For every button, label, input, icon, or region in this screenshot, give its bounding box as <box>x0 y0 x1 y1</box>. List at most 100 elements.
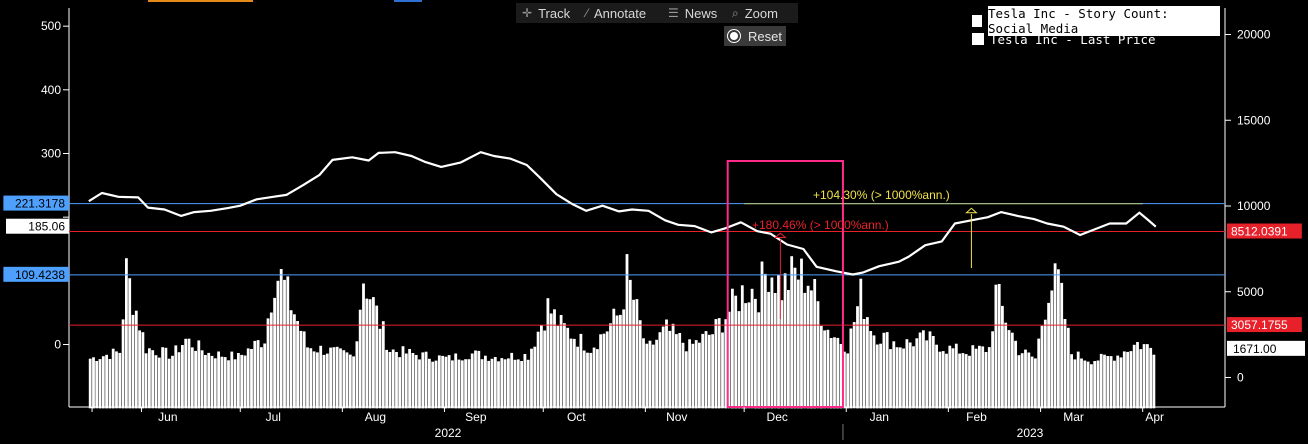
story-count-bar <box>879 343 882 409</box>
story-count-bar <box>856 306 859 409</box>
x-year-label: 2023 <box>1017 426 1044 440</box>
story-count-bar <box>803 292 807 409</box>
story-count-bar <box>1014 340 1017 409</box>
story-count-bar <box>1076 351 1080 409</box>
story-count-bar <box>862 319 866 409</box>
story-count-bar <box>978 345 981 409</box>
track-button[interactable]: ✛ Track <box>516 3 588 23</box>
story-count-bar <box>787 290 790 409</box>
story-count-bar <box>451 360 454 409</box>
story-count-bar <box>470 353 474 409</box>
story-count-bar <box>991 331 994 409</box>
story-count-bar <box>243 355 247 409</box>
story-count-bar <box>1152 354 1156 409</box>
story-count-bar <box>810 290 813 409</box>
zoom-button[interactable]: ⌕ Zoom <box>726 3 798 23</box>
legend-item-story-count[interactable]: Tesla Inc - Story Count: Social Media <box>968 6 1220 36</box>
story-count-bar <box>668 330 672 409</box>
story-count-bar <box>1047 302 1050 409</box>
story-count-bar <box>912 346 915 409</box>
story-count-bar <box>220 356 224 409</box>
track-label: Track <box>538 5 571 21</box>
story-count-bar <box>447 355 451 409</box>
story-count-bar <box>464 359 467 409</box>
story-count-bar <box>533 346 537 409</box>
story-count-bar <box>306 347 309 409</box>
left-tick-label: 0 <box>54 338 61 352</box>
story-count-bar <box>961 353 965 409</box>
story-count-bar <box>572 338 576 409</box>
left-tick-label: 400 <box>41 83 61 97</box>
story-count-bar <box>503 359 507 409</box>
story-count-bar <box>658 332 662 409</box>
reference-label-bg <box>3 266 69 282</box>
story-count-bar <box>1037 338 1041 409</box>
x-month-label: Aug <box>365 410 386 424</box>
story-count-bar <box>1043 319 1047 409</box>
legend-item-last-price[interactable]: Tesla Inc - Last Price <box>968 30 1220 48</box>
story-count-bar <box>299 330 303 409</box>
story-count-bar <box>95 361 99 409</box>
story-count-bar <box>335 346 339 409</box>
story-count-bar <box>358 309 362 409</box>
right-tick-label: 10000 <box>1237 199 1271 213</box>
story-count-bar <box>312 351 316 409</box>
story-count-bar <box>997 284 1001 409</box>
story-count-bar <box>836 337 840 409</box>
story-count-bar <box>609 323 612 409</box>
story-count-bar <box>240 354 244 409</box>
story-count-bar <box>1010 332 1014 409</box>
story-count-bar <box>1126 351 1129 409</box>
story-count-bar <box>375 305 379 409</box>
story-count-bar <box>138 330 141 409</box>
story-count-bar <box>750 288 754 409</box>
story-count-bar <box>875 344 879 409</box>
story-count-bar <box>490 358 494 409</box>
x-month-label: Oct <box>567 410 586 424</box>
story-count-bar <box>378 328 382 409</box>
story-count-bar <box>190 347 194 409</box>
story-count-bar <box>688 339 691 409</box>
story-count-bar <box>954 343 958 409</box>
pencil-icon: ⁄ <box>586 6 589 20</box>
story-count-bar <box>731 288 734 409</box>
story-count-bar <box>286 276 290 409</box>
story-count-bar <box>105 354 108 409</box>
story-count-bar <box>665 319 668 409</box>
story-count-bar <box>971 345 975 409</box>
story-count-bar <box>843 351 846 409</box>
story-count-bar <box>398 357 402 409</box>
story-count-bar <box>1080 358 1083 409</box>
reset-button[interactable]: Reset <box>724 26 786 46</box>
story-count-bar <box>98 359 102 409</box>
story-count-bar <box>167 358 171 409</box>
story-count-bar <box>895 347 899 409</box>
highlight-box <box>726 160 844 408</box>
news-button[interactable]: ☰ News <box>662 3 734 23</box>
story-count-bar <box>319 345 323 409</box>
x-month-label: Jan <box>870 410 889 424</box>
story-count-bar <box>233 359 237 409</box>
story-count-bar <box>569 338 573 409</box>
story-count-bar <box>118 352 122 409</box>
story-count-bar <box>174 345 178 409</box>
story-count-bar <box>355 341 359 409</box>
annotate-button[interactable]: ⁄ Annotate <box>580 3 670 23</box>
legend-swatch <box>972 33 984 45</box>
story-count-bar <box>981 346 985 409</box>
story-count-bar <box>1027 352 1031 409</box>
story-count-bar <box>553 309 556 409</box>
story-count-bar <box>164 347 168 409</box>
story-count-bar <box>549 313 553 409</box>
story-count-bar <box>941 351 945 409</box>
story-count-bar <box>210 355 214 409</box>
story-count-bar <box>974 348 978 409</box>
story-count-bar <box>480 359 484 409</box>
story-count-bar <box>793 267 797 409</box>
story-count-bar <box>467 359 471 409</box>
story-count-bar <box>342 350 346 409</box>
story-count-bar <box>385 349 388 409</box>
story-count-bar <box>1122 351 1126 409</box>
top-strip-orange <box>148 0 253 2</box>
